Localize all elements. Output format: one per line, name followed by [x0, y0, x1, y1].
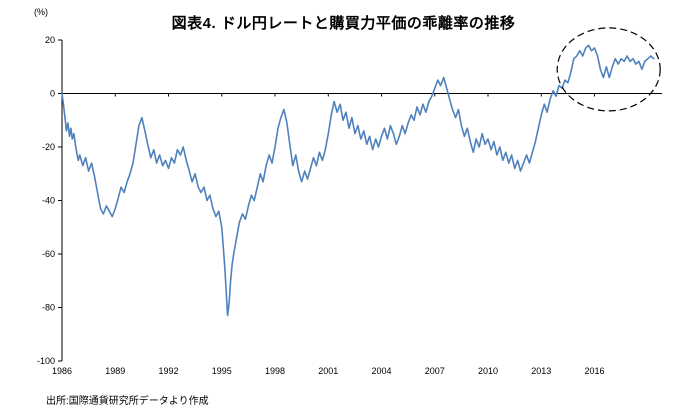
x-tick-label: 1986 [52, 366, 72, 376]
x-tick-label: 1998 [265, 366, 285, 376]
y-tick-label: -40 [42, 196, 55, 206]
y-tick-label: -80 [42, 303, 55, 313]
y-tick-label: -60 [42, 249, 55, 259]
x-tick-label: 2010 [478, 366, 498, 376]
y-tick-label: 0 [50, 89, 55, 99]
y-tick-label: -100 [37, 356, 55, 366]
x-tick-label: 1989 [105, 366, 125, 376]
x-tick-label: 2007 [425, 366, 445, 376]
highlight-ellipse [556, 27, 661, 112]
x-tick-label: 1992 [158, 366, 178, 376]
divergence-line [61, 44, 655, 317]
x-tick-label: 2016 [584, 366, 604, 376]
y-tick-label: 20 [45, 35, 55, 45]
x-tick-label: 1995 [212, 366, 232, 376]
x-tick-label: 2001 [318, 366, 338, 376]
chart-title: 図表4. ドル円レートと購買力平価の乖離率の推移 [171, 15, 516, 32]
x-tick-label: 2004 [371, 366, 391, 376]
x-tick-label: 2013 [531, 366, 551, 376]
y-axis-unit-label: (%) [34, 7, 48, 17]
y-tick-label: -20 [42, 142, 55, 152]
source-note: 出所:国際通貨研究所データより作成 [46, 396, 209, 407]
